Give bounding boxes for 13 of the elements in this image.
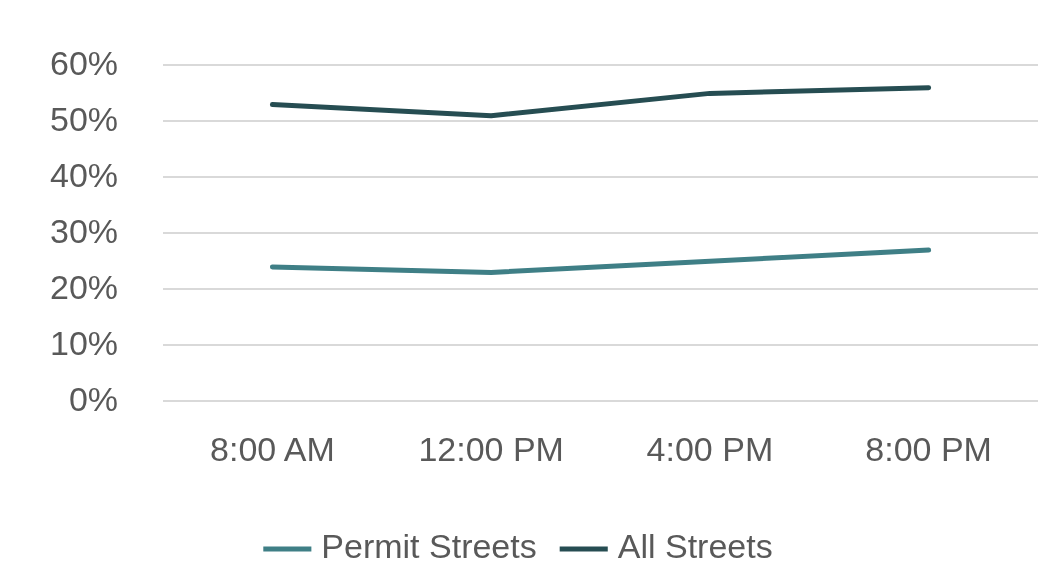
x-tick-label: 12:00 PM <box>418 429 564 468</box>
legend-label: All Streets <box>617 527 773 566</box>
y-tick-label: 20% <box>49 267 119 306</box>
x-tick-label: 8:00 AM <box>210 429 335 468</box>
y-tick-label: 0% <box>68 379 119 418</box>
y-tick-label: 30% <box>49 211 119 250</box>
y-tick-label: 50% <box>49 99 119 138</box>
y-tick-label: 40% <box>49 155 119 194</box>
y-tick-label: 60% <box>49 43 119 82</box>
legend-label: Permit Streets <box>321 527 537 566</box>
y-tick-label: 10% <box>49 323 119 362</box>
x-tick-label: 4:00 PM <box>646 429 774 468</box>
x-tick-label: 8:00 PM <box>865 429 992 468</box>
